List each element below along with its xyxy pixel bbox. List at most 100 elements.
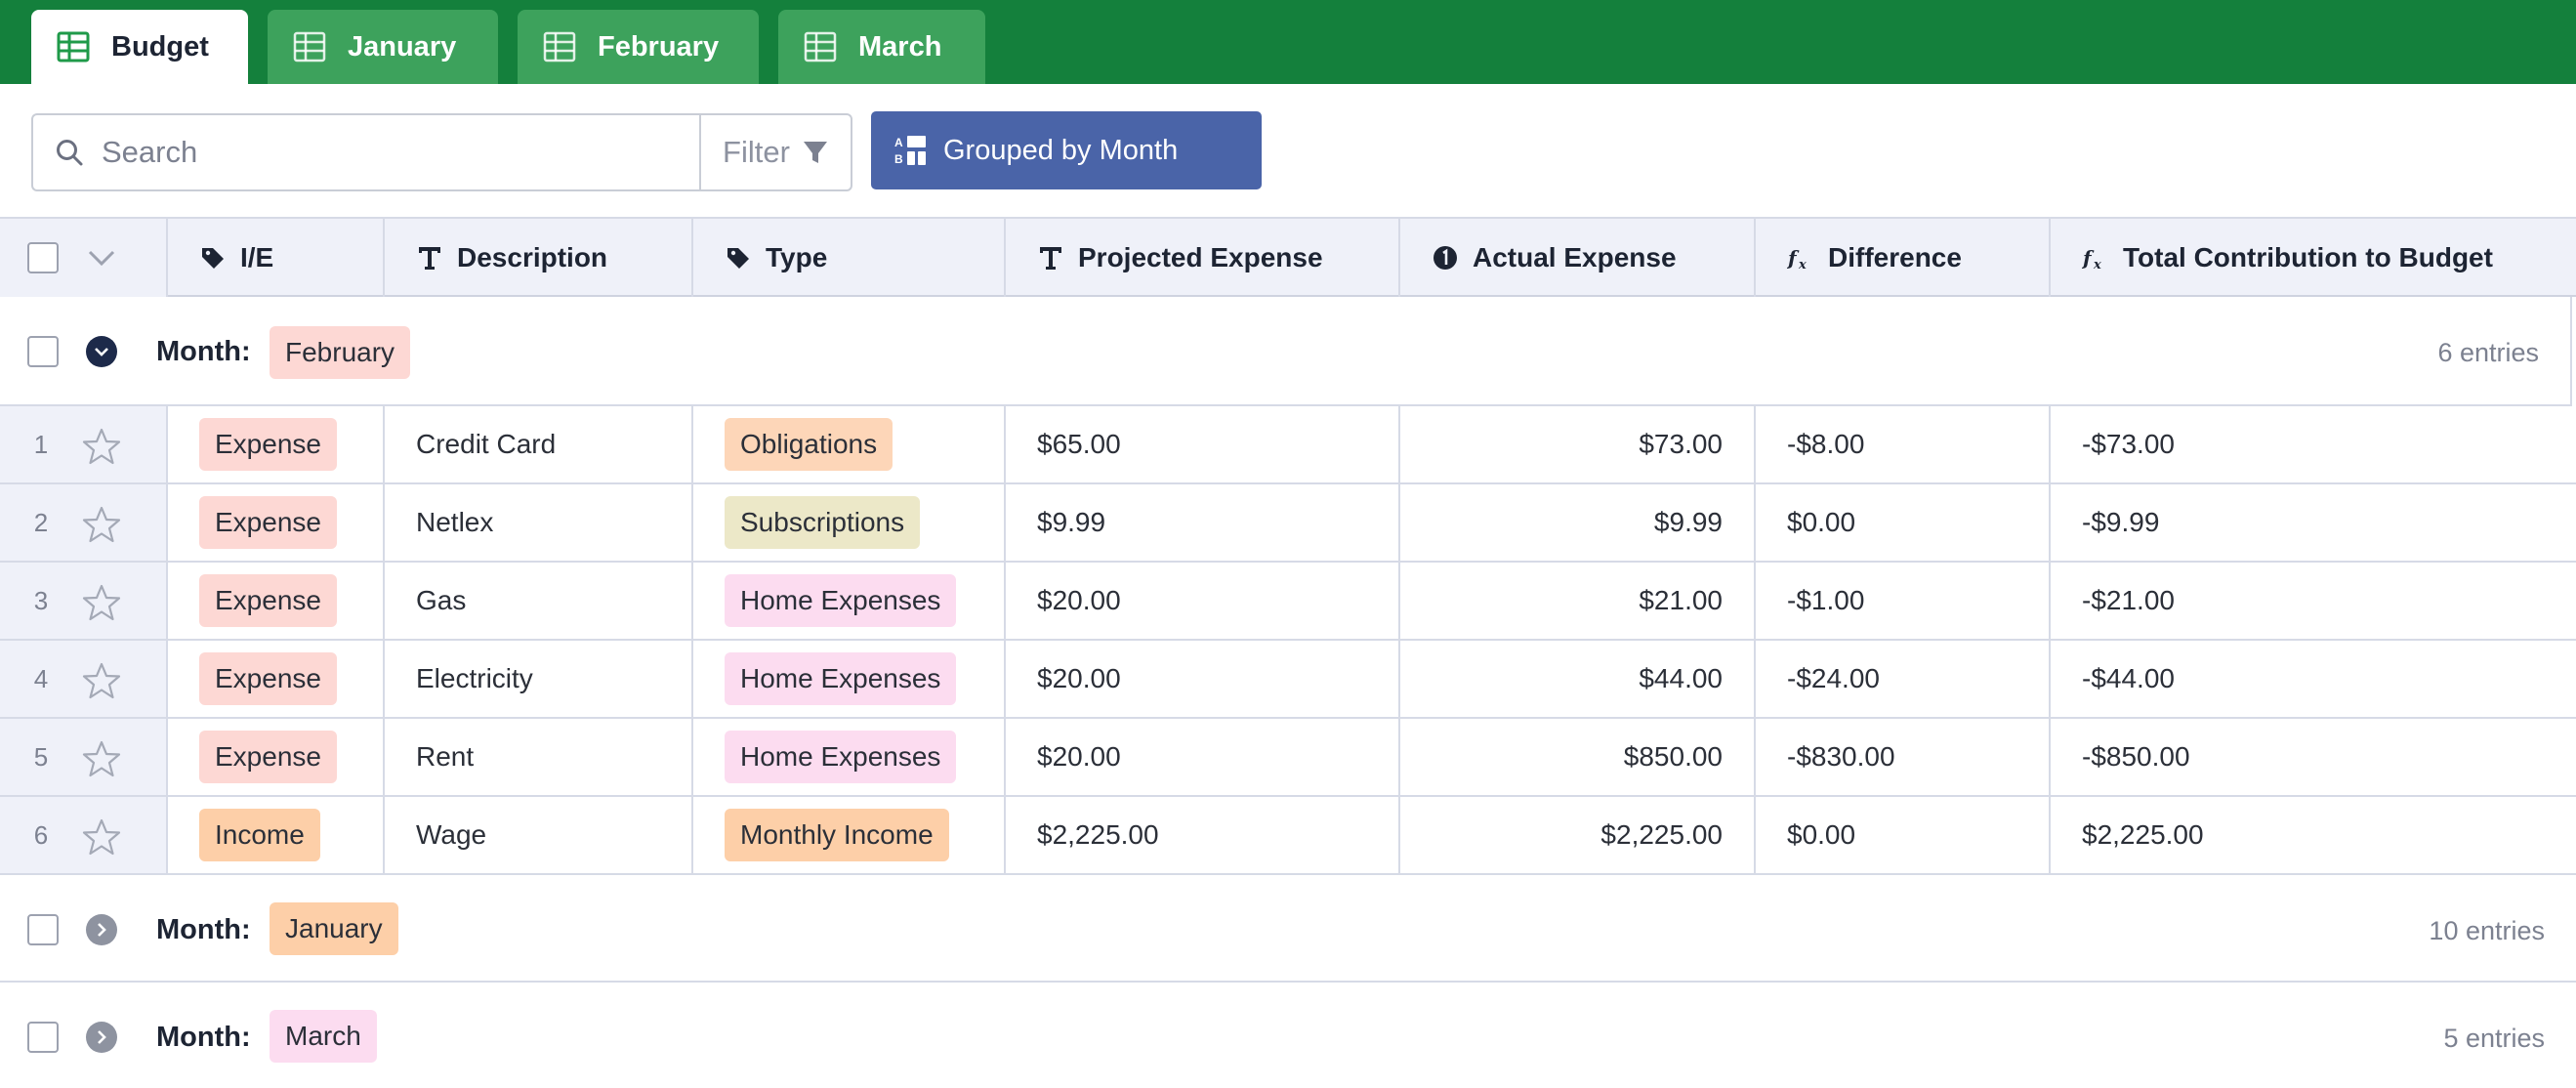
- table-row[interactable]: 6 Income Wage Monthly Income $2,225.00 $…: [0, 797, 2576, 875]
- cell-difference[interactable]: $0.00: [1756, 797, 2051, 873]
- cell-total-contribution[interactable]: -$21.00: [2082, 585, 2175, 615]
- cell-ie[interactable]: Income: [168, 797, 385, 873]
- text-type-icon: [1040, 247, 1061, 270]
- cell-description[interactable]: Credit Card: [385, 406, 693, 482]
- cell-difference[interactable]: -$830.00: [1756, 719, 2051, 795]
- search-input[interactable]: [102, 135, 648, 170]
- cell-actual-expense[interactable]: $2,225.00: [1400, 797, 1756, 873]
- grouped-by-button[interactable]: A B Grouped by Month: [871, 111, 1262, 189]
- column-label: Description: [457, 242, 608, 272]
- chevron-down-icon[interactable]: [86, 246, 117, 270]
- row-number: 6: [33, 819, 49, 850]
- group-header-january[interactable]: Month: January 10 entries: [0, 875, 2576, 983]
- row-number-cell: 5: [0, 719, 168, 795]
- cell-difference[interactable]: $0.00: [1756, 484, 2051, 561]
- cell-type[interactable]: Home Expenses: [693, 563, 1006, 639]
- cell-description[interactable]: Rent: [385, 719, 693, 795]
- tab-budget[interactable]: Budget: [31, 10, 248, 84]
- row-number: 4: [33, 663, 49, 693]
- expand-group-icon[interactable]: [86, 1022, 117, 1053]
- column-header-actual-expense[interactable]: Actual Expense: [1400, 219, 1756, 297]
- cell-total-contribution[interactable]: -$44.00: [2082, 663, 2175, 693]
- cell-projected-expense[interactable]: $9.99: [1006, 484, 1400, 561]
- cell-projected-expense[interactable]: $20.00: [1006, 719, 1400, 795]
- search-icon: [57, 140, 83, 166]
- star-icon[interactable]: [82, 662, 121, 699]
- cell-type[interactable]: Subscriptions: [693, 484, 1006, 561]
- table-header: I/E Description Type Projected Expense A…: [0, 217, 2576, 297]
- cell-projected-expense[interactable]: $65.00: [1006, 406, 1400, 482]
- cell-ie[interactable]: Expense: [168, 719, 385, 795]
- column-header-ie[interactable]: I/E: [168, 219, 385, 297]
- cell-projected-expense[interactable]: $2,225.00: [1006, 797, 1400, 873]
- cell-type[interactable]: Monthly Income: [693, 797, 1006, 873]
- group-checkbox[interactable]: [27, 336, 59, 367]
- cell-projected-expense[interactable]: $20.00: [1006, 563, 1400, 639]
- expand-group-icon[interactable]: [86, 914, 117, 945]
- cell-actual-expense[interactable]: $850.00: [1400, 719, 1756, 795]
- table-row[interactable]: 1 Expense Credit Card Obligations $65.00…: [0, 406, 2576, 484]
- table-row[interactable]: 5 Expense Rent Home Expenses $20.00 $850…: [0, 719, 2576, 797]
- ie-tag: Expense: [199, 652, 337, 705]
- svg-text:x: x: [2093, 258, 2101, 272]
- filter-button[interactable]: Filter: [699, 113, 852, 191]
- cell-actual-expense[interactable]: $21.00: [1400, 563, 1756, 639]
- group-label: Month:: [156, 1022, 251, 1053]
- cell-description[interactable]: Netlex: [385, 484, 693, 561]
- tab-march[interactable]: March: [778, 10, 985, 84]
- tab-february[interactable]: February: [518, 10, 759, 84]
- cell-ie[interactable]: Expense: [168, 484, 385, 561]
- star-icon[interactable]: [82, 584, 121, 621]
- cell-type[interactable]: Home Expenses: [693, 719, 1006, 795]
- cell-ie[interactable]: Expense: [168, 406, 385, 482]
- tab-january[interactable]: January: [268, 10, 498, 84]
- cell-projected-expense[interactable]: $20.00: [1006, 641, 1400, 717]
- cell-difference[interactable]: -$1.00: [1756, 563, 2051, 639]
- column-header-type[interactable]: Type: [693, 219, 1006, 297]
- group-checkbox[interactable]: [27, 1022, 59, 1053]
- star-icon[interactable]: [82, 428, 121, 465]
- cell-ie[interactable]: Expense: [168, 641, 385, 717]
- tab-label: Budget: [111, 30, 209, 63]
- cell-total-contribution[interactable]: -$850.00: [2082, 741, 2190, 772]
- grid-icon: [804, 31, 837, 63]
- group-checkbox[interactable]: [27, 914, 59, 945]
- group-header-march[interactable]: Month: March 5 entries: [0, 983, 2576, 1088]
- cell-type[interactable]: Home Expenses: [693, 641, 1006, 717]
- table-row[interactable]: 4 Expense Electricity Home Expenses $20.…: [0, 641, 2576, 719]
- group-header-february[interactable]: Month: February 6 entries: [0, 297, 2572, 406]
- cell-total-contribution[interactable]: $2,225.00: [2082, 819, 2204, 850]
- cell-actual-expense[interactable]: $9.99: [1400, 484, 1756, 561]
- grid-icon: [293, 31, 326, 63]
- column-label: I/E: [240, 242, 274, 272]
- star-icon[interactable]: [82, 740, 121, 777]
- tab-label: February: [598, 30, 720, 63]
- collapse-group-icon[interactable]: [86, 336, 117, 367]
- cell-type[interactable]: Obligations: [693, 406, 1006, 482]
- select-all-checkbox[interactable]: [27, 242, 59, 273]
- cell-difference[interactable]: -$24.00: [1756, 641, 2051, 717]
- star-icon[interactable]: [82, 506, 121, 543]
- cell-difference[interactable]: -$8.00: [1756, 406, 2051, 482]
- cell-total-contribution[interactable]: -$73.00: [2082, 429, 2175, 459]
- grid-icon: [57, 31, 90, 63]
- table-row[interactable]: 2 Expense Netlex Subscriptions $9.99 $9.…: [0, 484, 2576, 563]
- cell-actual-expense[interactable]: $73.00: [1400, 406, 1756, 482]
- cell-description[interactable]: Wage: [385, 797, 693, 873]
- type-tag: Home Expenses: [725, 731, 957, 783]
- svg-text:B: B: [894, 152, 903, 166]
- column-header-description[interactable]: Description: [385, 219, 693, 297]
- row-number-cell: 2: [0, 484, 168, 561]
- column-header-projected-expense[interactable]: Projected Expense: [1006, 219, 1400, 297]
- cell-actual-expense[interactable]: $44.00: [1400, 641, 1756, 717]
- cell-description[interactable]: Electricity: [385, 641, 693, 717]
- cell-description[interactable]: Gas: [385, 563, 693, 639]
- cell-ie[interactable]: Expense: [168, 563, 385, 639]
- star-icon[interactable]: [82, 818, 121, 856]
- table-row[interactable]: 3 Expense Gas Home Expenses $20.00 $21.0…: [0, 563, 2576, 641]
- cell-total-contribution[interactable]: -$9.99: [2082, 507, 2160, 537]
- row-number-cell: 4: [0, 641, 168, 717]
